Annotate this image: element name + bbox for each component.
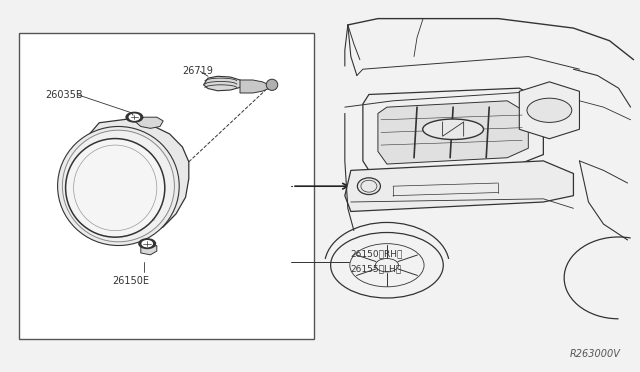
Polygon shape bbox=[141, 246, 157, 255]
Circle shape bbox=[142, 241, 152, 247]
Text: 26719: 26719 bbox=[182, 66, 213, 76]
Ellipse shape bbox=[58, 126, 179, 246]
Polygon shape bbox=[519, 82, 579, 139]
Circle shape bbox=[126, 112, 143, 122]
Polygon shape bbox=[70, 119, 189, 240]
Text: 26150〈RH〉: 26150〈RH〉 bbox=[351, 250, 403, 259]
Text: 26150E: 26150E bbox=[112, 276, 149, 286]
Polygon shape bbox=[363, 88, 543, 170]
Polygon shape bbox=[204, 76, 243, 91]
Polygon shape bbox=[240, 80, 269, 93]
Polygon shape bbox=[134, 117, 163, 128]
Bar bbox=[19, 33, 314, 339]
Ellipse shape bbox=[63, 130, 174, 242]
Text: 26155〈LH〉: 26155〈LH〉 bbox=[351, 264, 402, 273]
Ellipse shape bbox=[65, 139, 165, 237]
Text: 26035B: 26035B bbox=[45, 90, 83, 100]
Circle shape bbox=[139, 239, 156, 248]
Ellipse shape bbox=[357, 178, 380, 195]
Text: R263000V: R263000V bbox=[570, 349, 621, 359]
Ellipse shape bbox=[527, 98, 572, 122]
Circle shape bbox=[129, 114, 140, 120]
Ellipse shape bbox=[423, 119, 484, 140]
Polygon shape bbox=[345, 161, 573, 211]
Polygon shape bbox=[378, 101, 529, 164]
Ellipse shape bbox=[266, 79, 278, 90]
